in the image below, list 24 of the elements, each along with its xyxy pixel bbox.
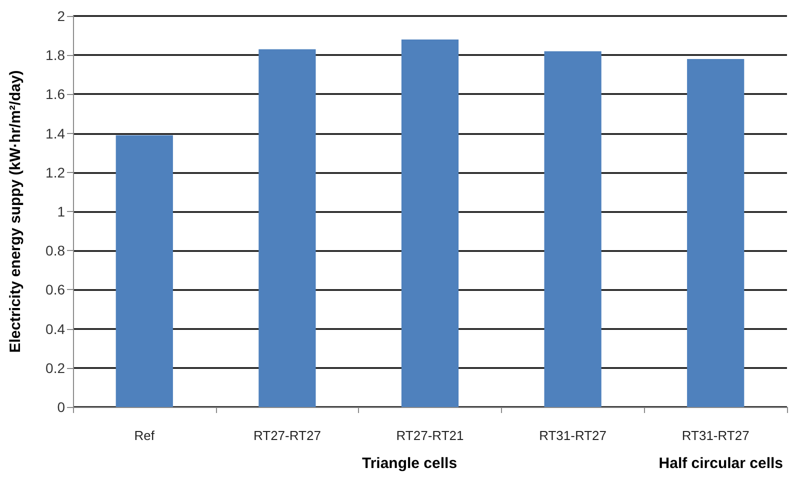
- y-tick-label: 1.6: [46, 86, 66, 102]
- y-tick-label: 1.8: [46, 47, 66, 64]
- y-tick-label: 0.2: [46, 360, 66, 376]
- y-tick-label: 0.6: [46, 282, 66, 298]
- x-tick-label: Ref: [134, 428, 155, 443]
- y-axis-title: Electricity energy suppy (kW·hr/m²/day): [7, 70, 24, 353]
- y-tick-label: 1.4: [46, 125, 66, 142]
- bar: [258, 49, 316, 407]
- y-tick-label: 0.4: [46, 320, 66, 337]
- text: Half circular cells: [658, 455, 783, 472]
- y-tick-label: 0.8: [46, 242, 66, 259]
- bar: [401, 39, 459, 407]
- bar: [116, 135, 173, 407]
- y-tick-label: 2: [57, 8, 66, 24]
- bar: [687, 59, 744, 407]
- y-tick-label: 1.2: [46, 164, 66, 180]
- text: Triangle cells: [362, 455, 458, 472]
- x-tick-label: RT31-RT27: [682, 428, 750, 443]
- y-tick-label: 1: [57, 204, 66, 220]
- y-tick-label: 0: [57, 399, 66, 415]
- x-tick-label: RT27-RT21: [396, 428, 464, 443]
- x-tick-label: RT27-RT27: [253, 428, 321, 443]
- x-tick-label: RT31-RT27: [539, 428, 607, 443]
- bar: [544, 51, 602, 407]
